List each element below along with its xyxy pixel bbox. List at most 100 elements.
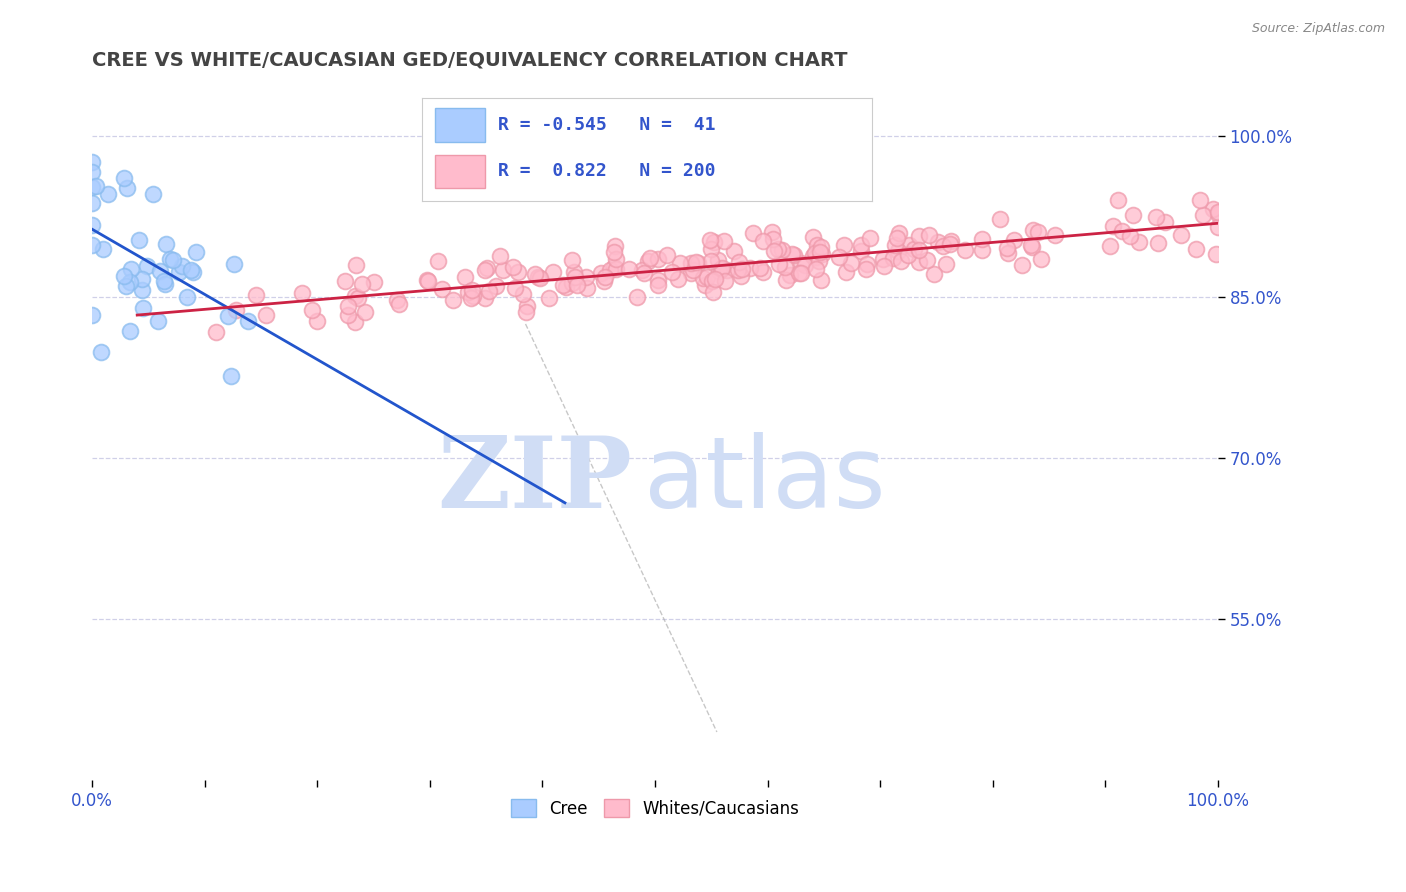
Point	[529, 271, 551, 285]
Point	[180, 263, 202, 277]
Text: ZIP: ZIP	[437, 432, 633, 529]
Point	[953, 243, 976, 257]
Point	[114, 279, 136, 293]
Text: R = -0.545   N =  41: R = -0.545 N = 41	[498, 116, 716, 135]
Point	[562, 265, 585, 279]
Point	[741, 227, 763, 241]
Point	[873, 259, 896, 273]
Point	[647, 273, 669, 287]
Legend: Cree, Whites/Caucasians: Cree, Whites/Caucasians	[503, 793, 806, 824]
Point	[882, 251, 904, 265]
Point	[599, 262, 621, 277]
Point	[385, 293, 408, 307]
Point	[619, 261, 641, 276]
Point	[575, 281, 598, 295]
Point	[859, 231, 882, 245]
Point	[918, 228, 941, 243]
Point	[787, 266, 810, 280]
Point	[887, 244, 910, 259]
Point	[527, 269, 550, 284]
Point	[908, 229, 931, 244]
Text: Source: ZipAtlas.com: Source: ZipAtlas.com	[1251, 22, 1385, 36]
Point	[120, 261, 142, 276]
Point	[700, 242, 723, 256]
Point	[523, 267, 546, 281]
Point	[153, 277, 176, 292]
Point	[681, 266, 703, 280]
Point	[889, 226, 911, 240]
Point	[153, 274, 176, 288]
Point	[167, 265, 190, 279]
Point	[508, 265, 530, 279]
Point	[1206, 220, 1229, 235]
Point	[561, 276, 583, 290]
Point	[515, 305, 537, 319]
Point	[883, 238, 905, 252]
Point	[803, 246, 825, 260]
Point	[713, 274, 735, 288]
Point	[131, 301, 153, 315]
Point	[1202, 202, 1225, 216]
Point	[492, 263, 515, 277]
Point	[1170, 228, 1192, 243]
Point	[970, 243, 993, 257]
Point	[347, 292, 370, 306]
Point	[346, 259, 368, 273]
Point	[1154, 215, 1177, 229]
Point	[807, 254, 830, 268]
Point	[603, 260, 626, 275]
Point	[1128, 235, 1150, 249]
Point	[801, 230, 824, 244]
Point	[1026, 225, 1049, 239]
Point	[225, 303, 247, 318]
Point	[702, 285, 724, 299]
Text: R =  0.822   N = 200: R = 0.822 N = 200	[498, 162, 716, 180]
Point	[692, 271, 714, 285]
Point	[245, 287, 267, 301]
Point	[236, 314, 259, 328]
Point	[828, 250, 851, 264]
Point	[907, 255, 929, 269]
Point	[565, 278, 588, 293]
Point	[908, 243, 931, 257]
Point	[855, 262, 877, 277]
Point	[204, 325, 226, 339]
Point	[605, 252, 627, 266]
Point	[82, 179, 104, 194]
Point	[707, 252, 730, 267]
Point	[553, 277, 575, 292]
Point	[832, 238, 855, 252]
Point	[638, 251, 661, 265]
Point	[593, 270, 616, 285]
Point	[939, 237, 962, 252]
Point	[700, 253, 723, 268]
Point	[82, 219, 104, 233]
Point	[804, 250, 827, 264]
Point	[804, 261, 827, 276]
Point	[988, 212, 1011, 227]
Point	[810, 240, 832, 254]
Point	[699, 233, 721, 247]
Point	[939, 234, 962, 248]
FancyBboxPatch shape	[436, 154, 485, 188]
Point	[839, 256, 862, 270]
Point	[1111, 224, 1133, 238]
Point	[503, 281, 526, 295]
Point	[176, 290, 198, 304]
Text: CREE VS WHITE/CAUCASIAN GED/EQUIVALENCY CORRELATION CHART: CREE VS WHITE/CAUCASIAN GED/EQUIVALENCY …	[93, 51, 848, 70]
Point	[222, 256, 245, 270]
Point	[82, 196, 104, 211]
Point	[922, 267, 945, 281]
Point	[416, 274, 439, 288]
Point	[897, 248, 920, 262]
Point	[657, 248, 679, 262]
Point	[779, 268, 801, 282]
Point	[806, 238, 828, 252]
Point	[695, 277, 717, 292]
Point	[388, 297, 411, 311]
Point	[159, 252, 181, 267]
Point	[115, 181, 138, 195]
Point	[336, 299, 359, 313]
Point	[82, 155, 104, 169]
Point	[849, 244, 872, 259]
